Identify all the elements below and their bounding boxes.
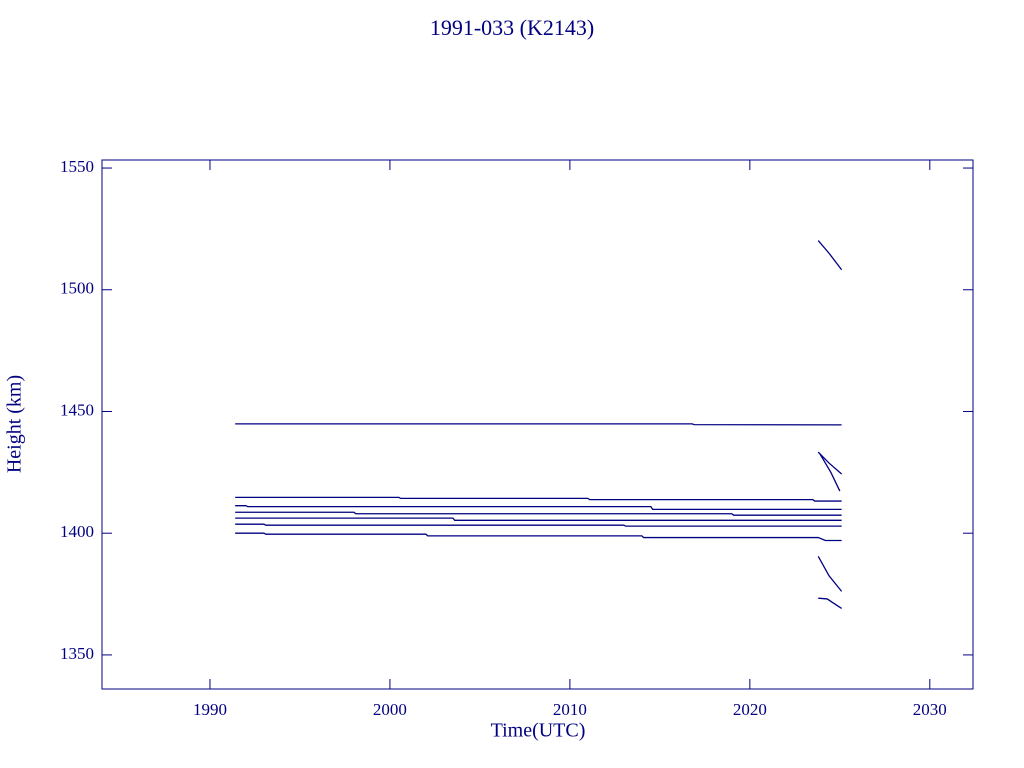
series-line bbox=[817, 556, 843, 592]
y-tick-label: 1500 bbox=[60, 279, 94, 298]
y-tick-label: 1400 bbox=[60, 522, 94, 541]
y-tick-label: 1550 bbox=[60, 157, 94, 176]
series-line bbox=[817, 451, 843, 475]
y-tick-label: 1450 bbox=[60, 400, 94, 419]
series-line bbox=[235, 505, 842, 510]
x-tick-label: 2000 bbox=[373, 700, 407, 719]
x-axis-label: Time(UTC) bbox=[491, 720, 586, 742]
series-line bbox=[235, 523, 842, 527]
series-line bbox=[235, 517, 842, 521]
y-tick-label: 1350 bbox=[60, 644, 94, 663]
chart-title: 1991-033 (K2143) bbox=[430, 15, 594, 40]
plot-frame bbox=[101, 159, 974, 690]
x-tick-label: 2030 bbox=[913, 700, 947, 719]
x-tick-label: 2020 bbox=[733, 700, 767, 719]
series-line bbox=[235, 511, 842, 516]
series-line bbox=[817, 240, 843, 271]
series-line bbox=[819, 453, 841, 492]
x-tick-label: 1990 bbox=[193, 700, 227, 719]
series-line bbox=[818, 597, 842, 609]
series-line bbox=[235, 532, 842, 542]
y-axis-label: Height (km) bbox=[4, 375, 26, 473]
series-line bbox=[235, 496, 842, 502]
series-line bbox=[235, 423, 842, 426]
x-tick-label: 2010 bbox=[553, 700, 587, 719]
